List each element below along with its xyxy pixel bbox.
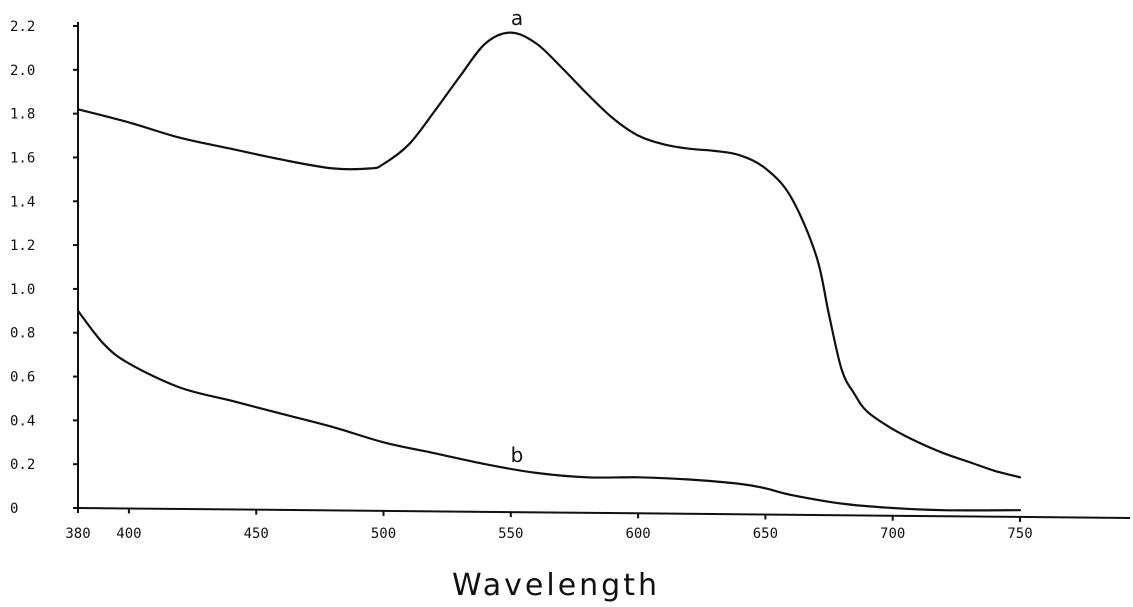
y-tick-label: 0 — [10, 501, 18, 517]
y-tick-label: 1.4 — [10, 194, 35, 210]
y-tick-label: 2.0 — [10, 63, 35, 79]
y-axis-ticks: 0 0.2 0.4 0.6 0.8 1.0 1.2 1.4 1.6 1.8 2.0 2.2 — [10, 19, 78, 517]
y-tick-label: 1.0 — [10, 282, 35, 298]
x-tick-label: 750 — [1007, 526, 1032, 542]
series-label-b: b — [511, 443, 524, 467]
x-tick-label: 650 — [753, 526, 778, 542]
y-tick-label: 1.6 — [10, 150, 35, 166]
chart-series: ab — [76, 6, 1022, 512]
series-line-b — [76, 309, 1022, 512]
y-tick-label: 1.2 — [10, 238, 35, 254]
x-axis-title: Wavelength — [452, 568, 660, 603]
series-line-a — [76, 31, 1022, 479]
x-tick-label: 450 — [244, 526, 269, 542]
y-tick-label: 0.8 — [10, 326, 35, 342]
y-tick-label: 0.2 — [10, 457, 35, 473]
y-tick-label: 1.8 — [10, 107, 35, 123]
x-tick-label: 500 — [371, 526, 396, 542]
series-label-a: a — [511, 6, 523, 30]
x-axis-ticks: 380 400 450 500 550 600 650 700 750 — [65, 508, 1033, 542]
y-tick-label: 0.4 — [10, 413, 35, 429]
y-tick-label: 2.2 — [10, 19, 35, 35]
x-tick-label: 550 — [498, 526, 523, 542]
x-tick-label: 400 — [116, 526, 141, 542]
x-tick-label: 600 — [625, 526, 650, 542]
y-tick-label: 0.6 — [10, 370, 35, 386]
chart-axes — [77, 22, 1131, 519]
x-tick-label: 700 — [880, 526, 905, 542]
x-axis-line — [77, 507, 1131, 519]
x-tick-label: 380 — [65, 526, 90, 542]
